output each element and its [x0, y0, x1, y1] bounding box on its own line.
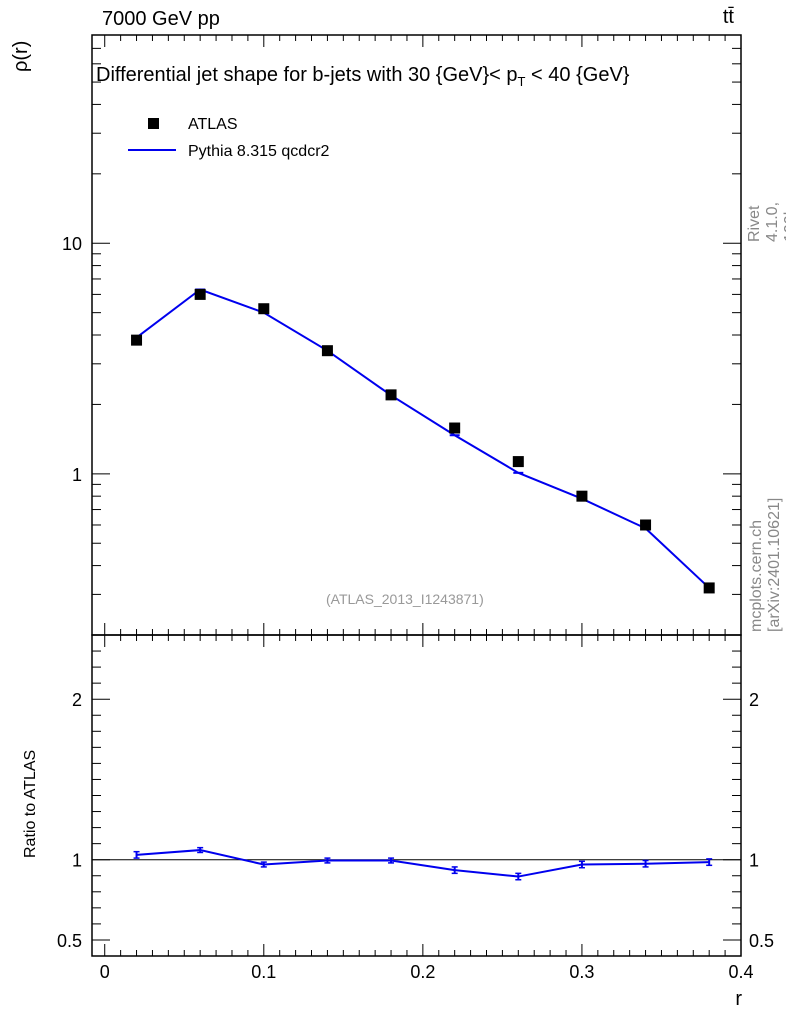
main-axis-ticks: 1 10: [62, 34, 742, 636]
main-y-axis-label: ρ(r): [10, 40, 32, 72]
atlas-data-point: [131, 334, 143, 346]
y-tick-label: 2: [72, 690, 82, 710]
y-tick-label: 10: [62, 234, 82, 254]
y-tick-label-right: 0.5: [749, 931, 774, 951]
process-label: tt̄: [722, 6, 734, 28]
legend: ATLAS Pythia 8.315 qcdcr2: [128, 116, 330, 160]
ratio-series-group: [133, 846, 713, 881]
y-tick-label: 0.5: [57, 931, 82, 951]
analysis-id-label: (ATLAS_2013_I1243871): [326, 591, 484, 607]
mcplots-source-label: mcplots.cern.ch [arXiv:2401.10621]: [748, 497, 783, 632]
atlas-data-point: [449, 422, 461, 434]
legend-pythia-label: Pythia 8.315 qcdcr2: [188, 143, 330, 160]
pythia-line: [135, 288, 710, 589]
atlas-data-point: [258, 303, 270, 315]
y-tick-label: 1: [72, 851, 82, 871]
plot-title-tail: < 40 {GeV}: [525, 64, 630, 86]
ratio-y-axis-label: Ratio to ATLAS: [22, 749, 39, 858]
atlas-data-point: [194, 288, 206, 300]
x-tick-label: 0.3: [569, 962, 594, 982]
ratio-plot-frame: [91, 634, 742, 957]
y-tick-label-right: 2: [749, 690, 759, 710]
ratio-axis-ticks: 0 0.1 0.2 0.3 0.4 0.5 0.5 1 1 2 2: [57, 634, 774, 982]
ratio-line: [136, 849, 710, 878]
x-tick-label: 0: [100, 962, 110, 982]
beam-energy-label: 7000 GeV pp: [102, 8, 220, 30]
atlas-data-point: [640, 519, 652, 531]
y-tick-label-right: 1: [749, 851, 759, 871]
x-tick-label: 0.2: [410, 962, 435, 982]
x-axis-label: r: [735, 988, 742, 1010]
atlas-data-point: [385, 389, 397, 401]
y-tick-label: 1: [72, 465, 82, 485]
atlas-data-point: [321, 345, 333, 357]
main-series-group: [131, 288, 715, 594]
legend-atlas-label: ATLAS: [188, 116, 238, 133]
plot-title: Differential jet shape for b-jets with 3…: [96, 64, 629, 89]
x-tick-label: 0.1: [251, 962, 276, 982]
atlas-data-point: [576, 490, 588, 502]
plot-title-subscript: T: [517, 74, 526, 89]
rivet-version-label: Rivet 4.1.0, 100k events: [746, 201, 786, 242]
x-tick-label: 0.4: [728, 962, 753, 982]
atlas-data-point: [512, 456, 524, 468]
legend-atlas-marker: [148, 118, 159, 129]
plot-title-main: Differential jet shape for b-jets with 3…: [96, 64, 518, 86]
atlas-data-point: [703, 582, 715, 594]
